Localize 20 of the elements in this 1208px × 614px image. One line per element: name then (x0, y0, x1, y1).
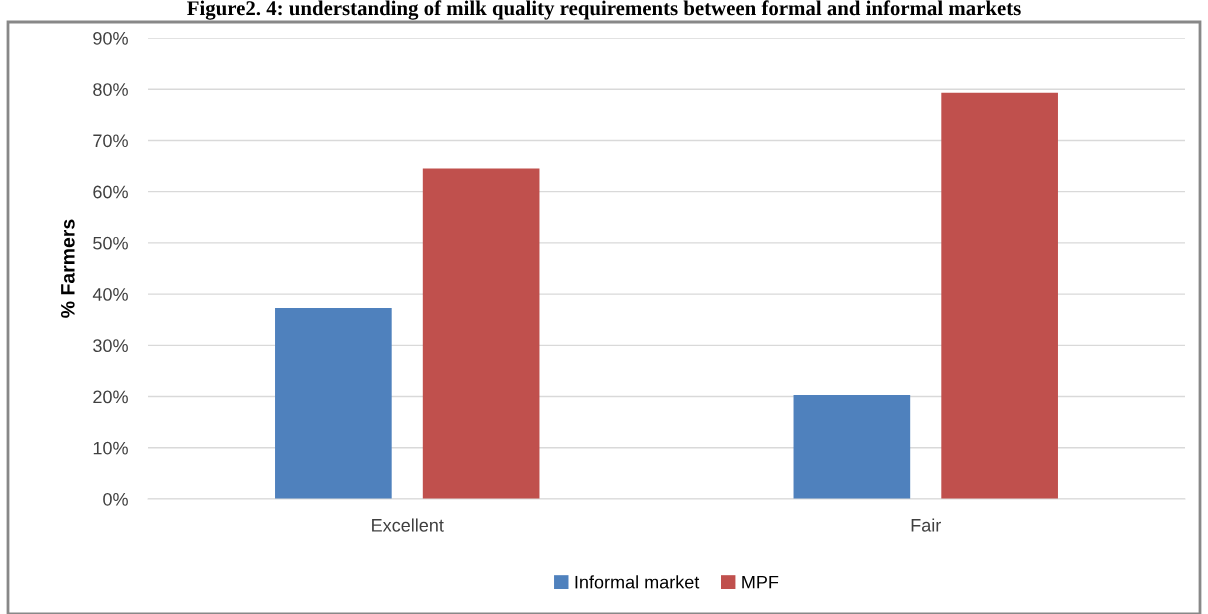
y-tick-label: 0% (103, 492, 128, 506)
bar (941, 92, 1058, 499)
x-tick-label: Excellent (372, 518, 444, 532)
y-tick-label: 30% (93, 339, 128, 353)
y-tick-label: 80% (93, 83, 128, 96)
chart-title: Figure2. 4: understanding of milk quality requirements between formal and informal markets (187, 0, 1021, 20)
x-tick-label: Fair (911, 518, 941, 532)
y-tick-label: 50% (93, 236, 128, 250)
y-tick-label: 10% (93, 441, 128, 455)
bar (422, 168, 540, 499)
legend-label: Informal market (575, 575, 700, 589)
y-tick-label: 20% (93, 390, 128, 404)
y-tick-label: 60% (93, 185, 128, 199)
y-tick-label: 70% (93, 134, 128, 148)
legend-label: MPF (742, 575, 779, 589)
y-tick-label: 40% (92, 288, 128, 301)
bar (275, 307, 392, 499)
bar (793, 395, 911, 499)
y-tick-label: 90% (93, 31, 128, 45)
y-axis-title: % Farmers (60, 219, 75, 318)
